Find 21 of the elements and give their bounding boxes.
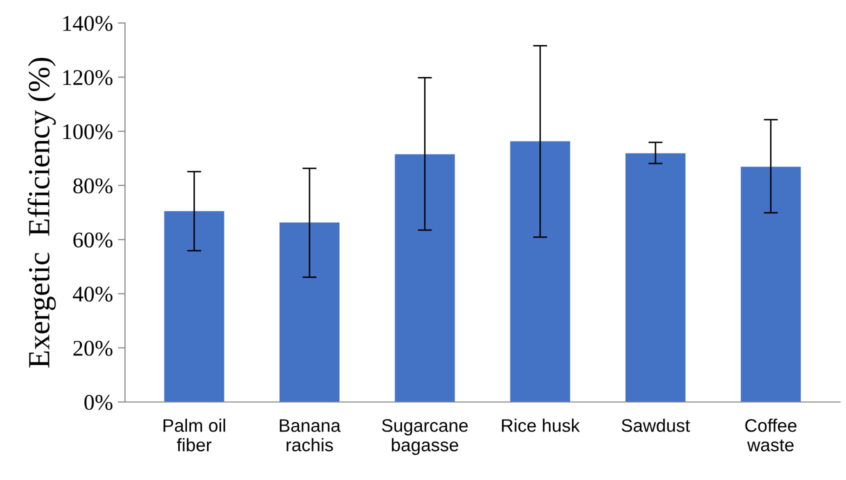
y-tick-label: 80% [73,178,112,194]
y-tick-label: 100% [63,124,112,140]
y-tick-label: 120% [63,70,112,86]
bar [394,154,455,402]
y-tick-label: 40% [72,286,112,302]
bar [740,166,801,402]
y-axis-title: Exergetic Efficiency (%) [28,58,56,368]
x-tick-label: Rice husk [502,418,580,432]
x-tick-label: Sugarcane bagasse [382,419,468,455]
x-tick-label: Banana rachis [280,419,341,452]
bar [510,141,570,402]
bar [164,211,224,402]
x-tick-label: Palm oil fiber [164,418,226,452]
y-tick-label: 0% [84,394,112,410]
x-tick-label: Coffee waste [745,418,796,452]
bar [626,153,686,402]
x-tick-label: Sawdust [622,418,690,432]
y-tick-label: 20% [73,340,112,356]
y-tick-label: 140% [63,16,112,31]
bar [280,222,340,402]
y-tick-label: 60% [73,232,112,248]
